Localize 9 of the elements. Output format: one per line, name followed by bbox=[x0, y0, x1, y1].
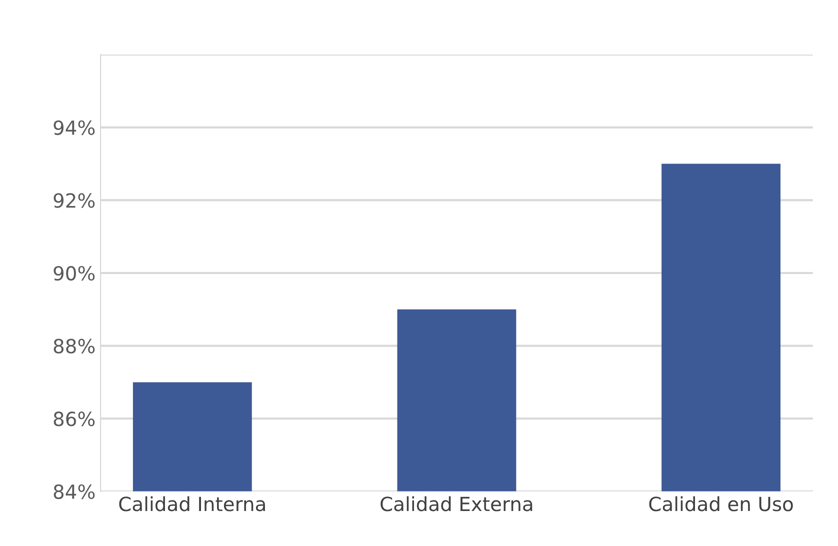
y-tick-label: 94% bbox=[54, 120, 95, 136]
x-tick-label: Calidad Externa bbox=[380, 496, 532, 512]
y-tick-label: 88% bbox=[54, 338, 95, 354]
y-tick-label: 84% bbox=[54, 484, 95, 500]
x-tick-label: Calidad Interna bbox=[119, 496, 265, 512]
y-tick-label: 92% bbox=[54, 193, 95, 208]
x-tick-label: Calidad en Uso bbox=[649, 496, 793, 512]
y-tick-label: 86% bbox=[54, 412, 95, 426]
y-tick-label: 90% bbox=[54, 266, 95, 281]
